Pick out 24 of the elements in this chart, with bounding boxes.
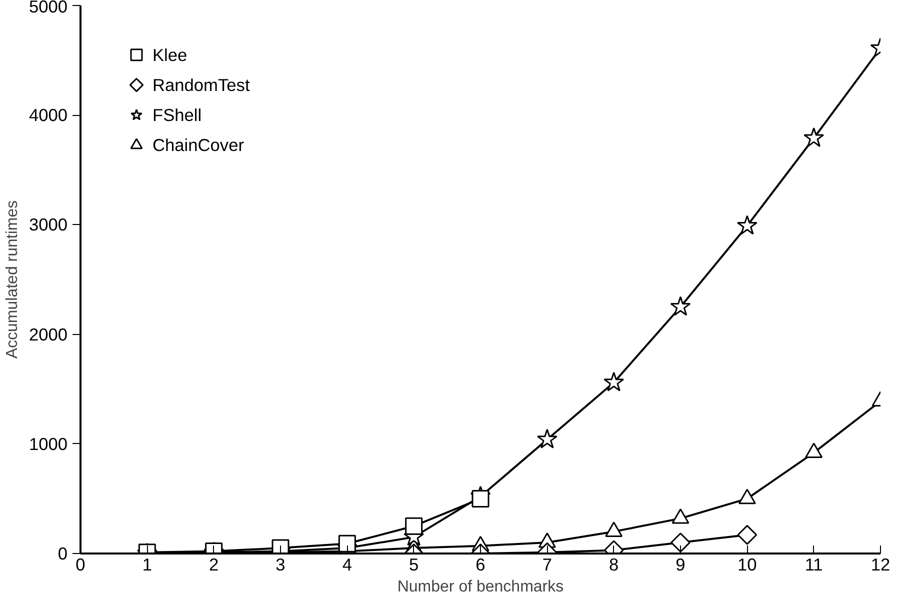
x-tick-label: 1 xyxy=(142,554,152,574)
x-axis-title: Number of benchmarks xyxy=(397,578,564,596)
legend-label: RandomTest xyxy=(152,74,250,95)
y-tick-label: 4000 xyxy=(28,105,68,126)
x-tick-label: 0 xyxy=(76,554,86,574)
legend-label: Klee xyxy=(152,44,188,65)
x-tick-label: 3 xyxy=(276,554,286,574)
x-tick-label: 4 xyxy=(342,554,352,574)
legend-label: ChainCover xyxy=(152,135,244,156)
y-axis-title: Accumulated runtimes xyxy=(4,200,21,359)
x-tick-label: 7 xyxy=(542,554,552,574)
y-tick-label: 5000 xyxy=(28,0,68,16)
x-tick-label: 11 xyxy=(804,554,823,574)
x-tick-label: 2 xyxy=(209,554,219,574)
x-tick-label: 6 xyxy=(476,554,486,574)
x-tick-label: 5 xyxy=(409,554,419,574)
x-tick-label: 12 xyxy=(870,554,890,574)
y-tick-label: 1000 xyxy=(28,434,68,454)
x-tick-label: 8 xyxy=(609,554,619,574)
y-tick-label: 3000 xyxy=(28,214,68,235)
legend-label: FShell xyxy=(152,105,202,126)
x-tick-label: 9 xyxy=(676,554,686,574)
x-tick-label: 10 xyxy=(738,554,757,574)
y-tick-label: 2000 xyxy=(28,324,68,344)
